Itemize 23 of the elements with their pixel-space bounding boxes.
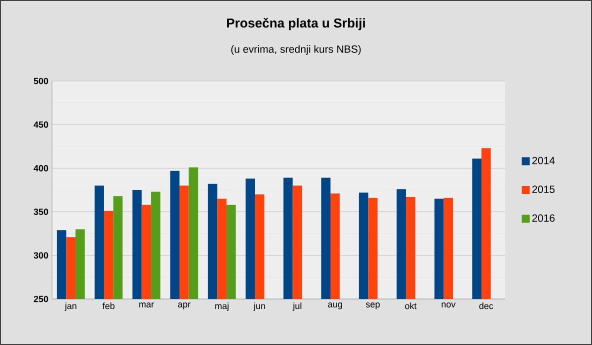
legend-label: 2015	[532, 186, 555, 194]
x-tick-label: jan	[64, 302, 76, 311]
x-tick-label: nov	[442, 302, 456, 308]
x-tick-label: apr	[178, 302, 190, 310]
x-tick-label: jul	[292, 302, 302, 311]
x-tick-label: feb	[102, 302, 114, 310]
x-tick-label: jun	[253, 302, 266, 311]
x-tick-label: aug	[328, 302, 342, 310]
y-tick-label: 350	[34, 208, 48, 215]
x-tick-label: sep	[366, 302, 380, 310]
x-tick-label: maj	[215, 302, 229, 311]
y-tick-label: 250	[34, 296, 48, 302]
y-tick-label: 500	[34, 78, 48, 84]
chart-title: Prosečna plata u Srbiji	[227, 18, 365, 30]
legend-label: 2014	[532, 156, 555, 164]
chart-subtitle: (u evrima, srednji kurs NBS)	[231, 45, 361, 55]
y-tick-label: 450	[34, 121, 48, 128]
y-tick-label: 300	[34, 252, 48, 259]
y-tick-label: 400	[34, 165, 48, 172]
x-tick-label: mar	[139, 302, 154, 308]
x-tick-label: okt	[405, 302, 417, 310]
legend-label: 2016	[532, 214, 555, 222]
x-tick-label: dec	[479, 302, 494, 310]
